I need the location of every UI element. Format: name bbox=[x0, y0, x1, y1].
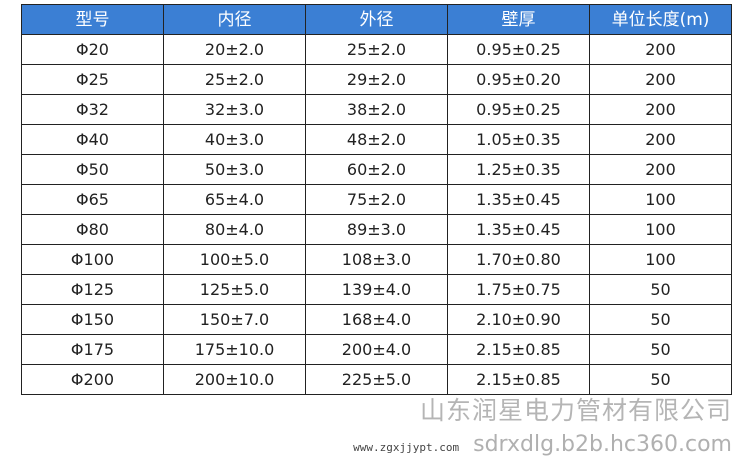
watermark-company: 山东润星电力管材有限公司 bbox=[419, 396, 732, 425]
table-cell: 0.95±0.20 bbox=[447, 64, 590, 95]
table-cell: 125±5.0 bbox=[163, 274, 306, 305]
table-cell: 1.25±0.35 bbox=[447, 154, 590, 185]
table-cell: 48±2.0 bbox=[305, 124, 448, 155]
table-row: Φ150 150±7.0 168±4.0 2.10±0.90 50 bbox=[21, 304, 732, 335]
table-cell: 150±7.0 bbox=[163, 304, 306, 335]
table-cell: 1.35±0.45 bbox=[447, 184, 590, 215]
table-cell: 225±5.0 bbox=[305, 364, 448, 395]
table-cell: 139±4.0 bbox=[305, 274, 448, 305]
table-cell: 50 bbox=[589, 334, 732, 365]
table-cell: Φ65 bbox=[21, 184, 164, 215]
table-cell: 50 bbox=[589, 364, 732, 395]
table-cell: Φ80 bbox=[21, 214, 164, 245]
table-cell: 100±5.0 bbox=[163, 244, 306, 275]
table-row: Φ80 80±4.0 89±3.0 1.35±0.45 100 bbox=[21, 214, 732, 245]
column-header: 外径 bbox=[305, 4, 448, 35]
table-cell: Φ150 bbox=[21, 304, 164, 335]
table-cell: 200±10.0 bbox=[163, 364, 306, 395]
table-row: Φ65 65±4.0 75±2.0 1.35±0.45 100 bbox=[21, 184, 732, 215]
watermark-row-company: 山东润星电力管材有限公司 bbox=[420, 396, 732, 426]
table-cell: 200 bbox=[589, 64, 732, 95]
table-row: Φ40 40±3.0 48±2.0 1.05±0.35 200 bbox=[21, 124, 732, 155]
table-cell: 100 bbox=[589, 214, 732, 245]
table-cell: 175±10.0 bbox=[163, 334, 306, 365]
table-cell: 1.70±0.80 bbox=[447, 244, 590, 275]
table-cell: 25±2.0 bbox=[163, 64, 306, 95]
table-cell: 200 bbox=[589, 94, 732, 125]
table-cell: 2.15±0.85 bbox=[447, 364, 590, 395]
table-cell: Φ125 bbox=[21, 274, 164, 305]
column-header: 内径 bbox=[163, 4, 306, 35]
table-cell: 75±2.0 bbox=[305, 184, 448, 215]
table-cell: Φ100 bbox=[21, 244, 164, 275]
column-header: 单位长度(m) bbox=[589, 4, 732, 35]
table-cell: 100 bbox=[589, 184, 732, 215]
table-cell: 168±4.0 bbox=[305, 304, 448, 335]
table-cell: 200 bbox=[589, 34, 732, 65]
table-cell: 1.35±0.45 bbox=[447, 214, 590, 245]
table-cell: 108±3.0 bbox=[305, 244, 448, 275]
table-cell: Φ32 bbox=[21, 94, 164, 125]
table-row: Φ200 200±10.0 225±5.0 2.15±0.85 50 bbox=[21, 364, 732, 395]
table-cell: 50±3.0 bbox=[163, 154, 306, 185]
table-cell: 2.10±0.90 bbox=[447, 304, 590, 335]
watermark-site1: www.zgxjjypt.com bbox=[353, 441, 460, 454]
table-cell: 200±4.0 bbox=[305, 334, 448, 365]
table-cell: 50 bbox=[589, 274, 732, 305]
table-cell: 25±2.0 bbox=[305, 34, 448, 65]
table-row: Φ32 32±3.0 38±2.0 0.95±0.25 200 bbox=[21, 94, 732, 125]
table-cell: 60±2.0 bbox=[305, 154, 448, 185]
table-cell: 100 bbox=[589, 244, 732, 275]
table-cell: Φ175 bbox=[21, 334, 164, 365]
table-cell: 50 bbox=[589, 304, 732, 335]
table-cell: 0.95±0.25 bbox=[447, 94, 590, 125]
table-cell: Φ25 bbox=[21, 64, 164, 95]
column-header: 型号 bbox=[21, 4, 164, 35]
table-cell: Φ50 bbox=[21, 154, 164, 185]
table-cell: 40±3.0 bbox=[163, 124, 306, 155]
table-row: Φ50 50±3.0 60±2.0 1.25±0.35 200 bbox=[21, 154, 732, 185]
table-cell: 200 bbox=[589, 124, 732, 155]
table-cell: Φ40 bbox=[21, 124, 164, 155]
table-row: Φ125 125±5.0 139±4.0 1.75±0.75 50 bbox=[21, 274, 732, 305]
table-cell: 65±4.0 bbox=[163, 184, 306, 215]
table-cell: Φ20 bbox=[21, 34, 164, 65]
watermark-row-sites: www.zgxjjypt.com sdrxdlg.b2b.hc360.com bbox=[353, 431, 732, 459]
table-cell: 1.75±0.75 bbox=[447, 274, 590, 305]
table-cell: 80±4.0 bbox=[163, 214, 306, 245]
table-row: Φ100 100±5.0 108±3.0 1.70±0.80 100 bbox=[21, 244, 732, 275]
header-row: 型号 内径 外径 壁厚 单位长度(m) bbox=[21, 4, 732, 35]
table-cell: 32±3.0 bbox=[163, 94, 306, 125]
table-cell: 89±3.0 bbox=[305, 214, 448, 245]
column-header: 壁厚 bbox=[447, 4, 590, 35]
table-cell: 200 bbox=[589, 154, 732, 185]
table-cell: 20±2.0 bbox=[163, 34, 306, 65]
table-cell: 38±2.0 bbox=[305, 94, 448, 125]
table-cell: 0.95±0.25 bbox=[447, 34, 590, 65]
table-row: Φ175 175±10.0 200±4.0 2.15±0.85 50 bbox=[21, 334, 732, 365]
spec-table: 型号 内径 外径 壁厚 单位长度(m) Φ20 20±2.0 25±2.0 0.95±0.25… bbox=[21, 4, 732, 395]
table-cell: 29±2.0 bbox=[305, 64, 448, 95]
table-row: Φ20 20±2.0 25±2.0 0.95±0.25 200 bbox=[21, 34, 732, 65]
table-cell: 2.15±0.85 bbox=[447, 334, 590, 365]
table-row: Φ25 25±2.0 29±2.0 0.95±0.20 200 bbox=[21, 64, 732, 95]
table-cell: 1.05±0.35 bbox=[447, 124, 590, 155]
table-cell: Φ200 bbox=[21, 364, 164, 395]
watermark-site2: sdrxdlg.b2b.hc360.com bbox=[473, 432, 732, 457]
